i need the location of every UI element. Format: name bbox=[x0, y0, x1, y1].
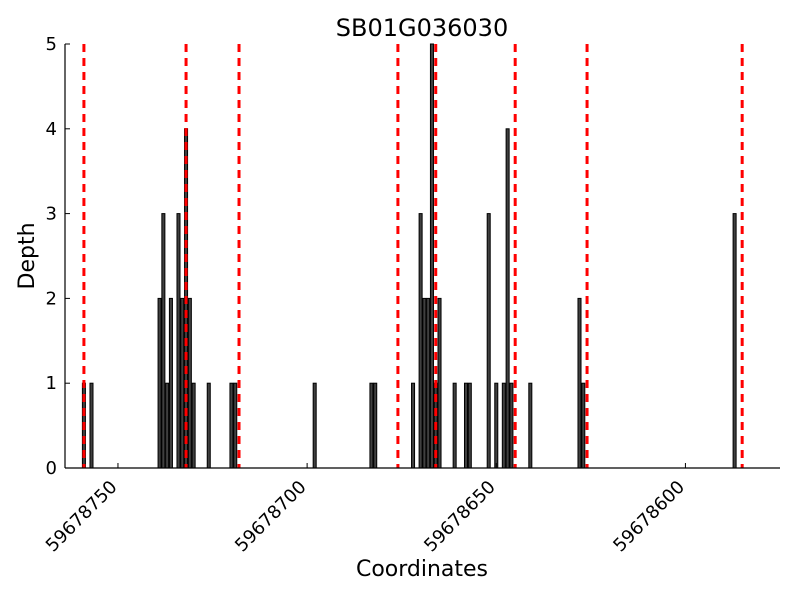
depth-bar bbox=[486, 213, 491, 469]
depth-bar bbox=[528, 382, 533, 469]
chart-title: SB01G036030 bbox=[336, 14, 508, 42]
depth-bar bbox=[161, 213, 166, 469]
depth-bar bbox=[168, 297, 173, 469]
depth-bar bbox=[577, 297, 582, 469]
depth-bar bbox=[89, 382, 94, 469]
depth-bar bbox=[369, 382, 374, 469]
y-tick-label: 3 bbox=[46, 204, 57, 225]
depth-bar bbox=[581, 382, 586, 469]
y-tick-label: 1 bbox=[46, 373, 57, 394]
depth-bar bbox=[180, 297, 185, 469]
depth-bar bbox=[732, 213, 737, 469]
depth-bar bbox=[437, 297, 442, 469]
bar-series bbox=[81, 43, 737, 469]
x-tick-label: 59678750 bbox=[42, 477, 122, 557]
depth-bar bbox=[422, 297, 427, 469]
axes bbox=[64, 44, 780, 469]
depth-bar bbox=[229, 382, 234, 469]
depth-bar bbox=[467, 382, 472, 469]
depth-bar bbox=[452, 382, 457, 469]
depth-bar bbox=[505, 128, 510, 469]
depth-bar bbox=[187, 297, 192, 469]
depth-bar bbox=[373, 382, 378, 469]
depth-bar bbox=[191, 382, 196, 469]
depth-bar bbox=[509, 382, 514, 469]
x-axis-label: Coordinates bbox=[356, 557, 488, 582]
depth-bar bbox=[494, 382, 499, 469]
depth-bar bbox=[312, 382, 317, 469]
depth-bar bbox=[176, 213, 181, 469]
depth-bar bbox=[501, 382, 506, 469]
depth-bar bbox=[233, 382, 238, 469]
x-tick-label: 59678700 bbox=[231, 477, 311, 557]
depth-bar bbox=[206, 382, 211, 469]
reference-lines bbox=[82, 44, 744, 468]
depth-bar bbox=[165, 382, 170, 469]
x-tick-label: 59678600 bbox=[609, 477, 689, 557]
depth-bar bbox=[429, 43, 434, 469]
depth-bar bbox=[157, 297, 162, 469]
y-tick-label: 4 bbox=[46, 119, 57, 140]
x-ticks: 59678750 59678700 59678650 59678600 bbox=[42, 463, 689, 556]
depth-bar bbox=[418, 213, 423, 469]
depth-bar bbox=[426, 297, 431, 469]
y-tick-label: 0 bbox=[46, 458, 57, 479]
y-tick-label: 5 bbox=[46, 34, 57, 55]
depth-bar bbox=[463, 382, 469, 469]
y-tick-label: 2 bbox=[46, 288, 57, 309]
y-ticks: 0 1 2 3 4 5 bbox=[46, 34, 70, 479]
x-tick-label: 59678650 bbox=[420, 477, 500, 557]
y-axis-label: Depth bbox=[15, 222, 40, 289]
depth-bar bbox=[411, 382, 416, 469]
